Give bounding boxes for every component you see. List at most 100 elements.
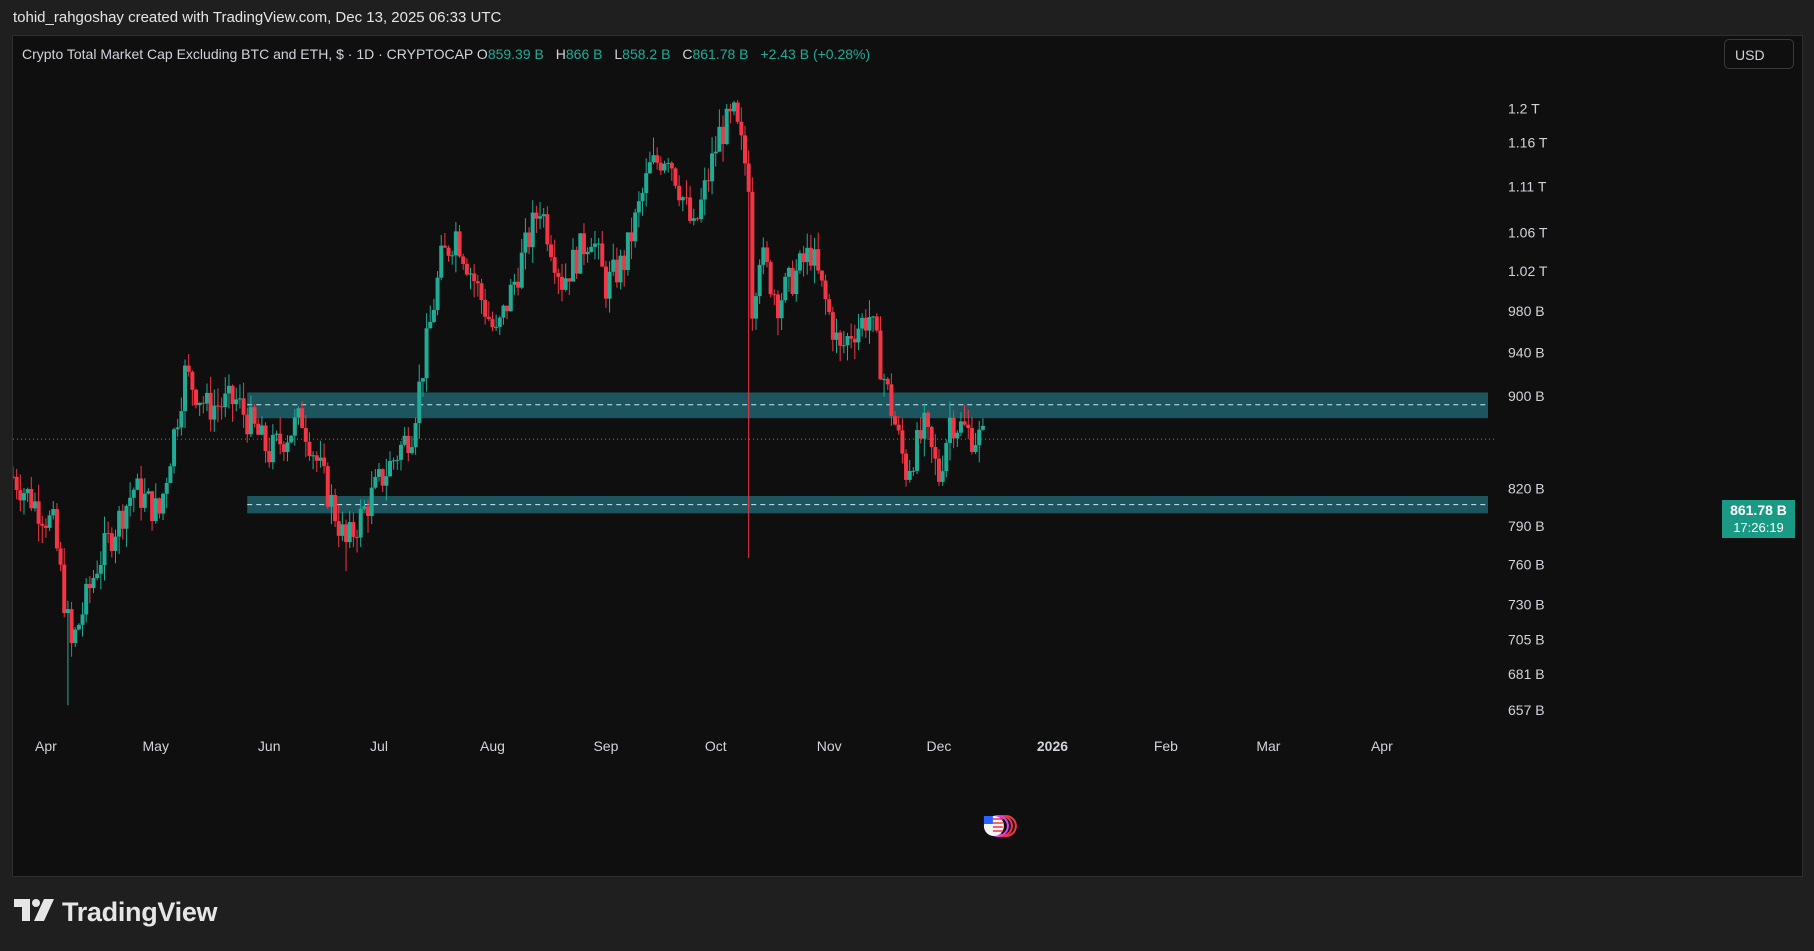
candle-body: [834, 332, 839, 340]
candle-body: [589, 246, 594, 252]
y-axis-tick-label: 980 B: [1508, 303, 1545, 319]
candle-body: [358, 508, 363, 538]
x-axis-tick-label: Dec: [927, 738, 952, 754]
candle-body: [285, 442, 290, 453]
y-axis-tick-label: 900 B: [1508, 388, 1545, 404]
candle-body: [241, 398, 246, 415]
candle-body: [446, 247, 451, 256]
candle-body: [157, 498, 162, 514]
candle-body: [32, 501, 37, 509]
candle-body: [289, 435, 294, 443]
candle-body: [439, 245, 444, 278]
candle-body: [549, 244, 554, 258]
candle-body: [76, 624, 81, 630]
candle-body: [951, 417, 956, 439]
candle-body: [717, 126, 722, 152]
candle-body: [102, 533, 107, 565]
candle-body: [395, 459, 400, 461]
candle-body: [186, 365, 191, 372]
candle-body: [651, 155, 656, 163]
candle-body: [270, 434, 275, 463]
low-label: L: [614, 46, 623, 62]
candle-body: [300, 408, 305, 428]
candle-body: [603, 266, 608, 299]
candle-body: [519, 252, 524, 288]
candle-body: [373, 476, 378, 488]
candle-body: [852, 338, 857, 343]
brand[interactable]: TradingView: [14, 897, 218, 928]
candle-body: [245, 414, 250, 435]
currency-button[interactable]: USD: [1724, 39, 1794, 69]
candle-body: [87, 583, 92, 589]
candle-body: [420, 378, 425, 382]
candle-body: [431, 309, 436, 322]
candle-body: [816, 249, 821, 271]
candle-body: [479, 283, 484, 300]
chart-legend: Crypto Total Market Cap Excluding BTC an…: [22, 46, 870, 62]
candlestick-chart[interactable]: 1.2 T 1.16 T 1.11 T 1.06 T 1.02 T 980 B 940 B 9…: [13, 36, 1802, 876]
last-price-badge: 861.78 B 17:26:19: [1722, 500, 1795, 538]
candle-body: [918, 430, 923, 439]
candle-body: [534, 212, 539, 219]
candle-body: [413, 423, 418, 448]
candle-body: [417, 381, 422, 424]
candle-body: [633, 212, 638, 242]
candle-body: [428, 321, 433, 329]
candle-body: [797, 253, 802, 271]
candle-body: [940, 471, 945, 482]
tradingview-logo-icon: [14, 899, 54, 926]
candle-body: [307, 441, 312, 456]
candle-body: [175, 427, 180, 430]
candle-body: [889, 384, 894, 417]
candle-body: [150, 491, 155, 522]
candle-body: [62, 564, 67, 614]
y-axis-tick-label: 1.06 T: [1508, 225, 1548, 241]
candle-body: [109, 533, 114, 551]
candle-body: [80, 614, 85, 625]
candle-body: [256, 423, 261, 435]
candle-body: [677, 185, 682, 201]
candle-body: [838, 332, 843, 346]
candle-body: [21, 493, 26, 501]
candle-body: [618, 255, 623, 283]
x-axis-tick-label: Apr: [1371, 738, 1393, 754]
candle-body: [355, 536, 360, 538]
candle-body: [128, 497, 133, 506]
candle-body: [296, 408, 301, 418]
candle-body: [721, 126, 726, 144]
candle-body: [611, 259, 616, 272]
candle-body: [505, 305, 510, 312]
candle-body: [398, 444, 403, 460]
candle-body: [215, 405, 220, 407]
candle-body: [882, 378, 887, 380]
candle-body: [450, 255, 455, 257]
open-label: O: [476, 46, 488, 62]
candle-body: [494, 326, 499, 328]
candle-body: [973, 445, 978, 453]
candle-body: [666, 162, 671, 164]
candle-body: [713, 151, 718, 154]
candle-body: [969, 428, 974, 453]
candle-body: [435, 277, 440, 310]
candle-body: [699, 199, 704, 220]
candle-body: [453, 231, 458, 256]
candle-body: [336, 521, 341, 536]
candle-body: [18, 490, 23, 501]
chart-caption: tohid_rahgoshay created with TradingView…: [13, 9, 502, 26]
x-axis-tick-label: Sep: [593, 738, 618, 754]
candle-body: [281, 444, 286, 453]
candle-body: [314, 455, 319, 461]
symbol-title[interactable]: Crypto Total Market Cap Excluding BTC an…: [22, 46, 474, 62]
us-economic-event-icon[interactable]: [983, 815, 1017, 837]
candle-body: [962, 421, 967, 425]
y-axis-tick-label: 1.16 T: [1508, 135, 1548, 151]
candle-body: [958, 421, 963, 433]
candle-body: [779, 300, 784, 319]
candle-body: [772, 294, 777, 296]
candle-body: [581, 233, 586, 255]
candle-body: [783, 276, 788, 301]
candle-body: [746, 163, 751, 192]
candle-body: [585, 251, 590, 255]
candle-body: [131, 489, 136, 498]
chart-pane[interactable]: 1.2 T 1.16 T 1.11 T 1.06 T 1.02 T 980 B 940 B 9…: [12, 35, 1803, 877]
